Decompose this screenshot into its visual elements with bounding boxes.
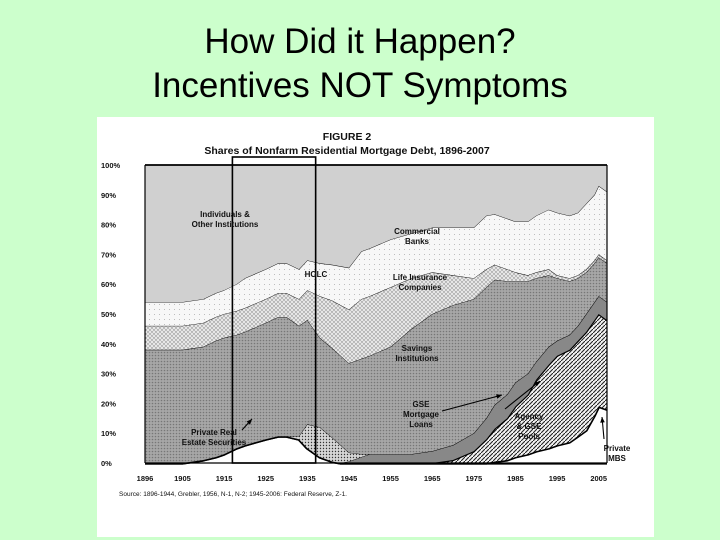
- label-commercial-banks: Commercial Banks: [394, 227, 440, 246]
- area-private-real-estate-securities: [145, 436, 607, 463]
- x-tick-label: 1955: [382, 474, 399, 483]
- x-tick-label: 1905: [174, 474, 191, 483]
- label-agency-gse-pools: Agency & GSE Pools: [515, 412, 544, 441]
- x-tick-labels: 1896 1905 1915 1925 1935 1945 1955 1965 1975 1985…: [137, 474, 607, 483]
- stacked-areas: [145, 164, 608, 465]
- arrow-gse-loans-head: [496, 394, 502, 399]
- area-commercial-banks: [145, 185, 607, 326]
- y-tick-label: 0%: [101, 459, 112, 468]
- y-tick-label: 70%: [101, 250, 116, 259]
- y-tick-label: 80%: [101, 221, 116, 230]
- area-savings-institutions: [145, 257, 607, 463]
- y-tick-label: 90%: [101, 191, 116, 200]
- arrow-private-mbs-head: [600, 417, 605, 423]
- figure-panel: FIGURE 2 Shares of Nonfarm Residential M…: [97, 117, 654, 537]
- slide-title: How Did it Happen? Incentives NOT Sympto…: [0, 20, 720, 108]
- y-tick-label: 40%: [101, 340, 116, 349]
- area-labels: Individuals & Other Institutions Commercia…: [182, 210, 631, 463]
- arrow-agency-pools-head: [534, 381, 540, 387]
- area-individuals-other-institutions: [145, 165, 607, 303]
- y-tick-labels: 0% 10% 20% 30% 40% 50% 60% 70% 80% 90% 100%: [101, 161, 121, 468]
- x-tick-label: 1995: [549, 474, 566, 483]
- label-private-mbs: Private MBS: [604, 444, 631, 463]
- arrow-agency-pools: [504, 380, 541, 410]
- y-tick-label: 60%: [101, 280, 116, 289]
- x-tick-label: 1925: [257, 474, 274, 483]
- label-private-real-estate-securities: Private Real Estate Securities: [182, 428, 247, 447]
- y-tick-label: 10%: [101, 429, 116, 438]
- label-gse-mortgage-loans: GSE Mortgage Loans: [403, 400, 440, 429]
- x-tick-label: 1896: [137, 474, 154, 483]
- figure-label: FIGURE 2: [323, 131, 372, 143]
- x-tick-label: 1975: [465, 474, 482, 483]
- x-tick-label: 1965: [424, 474, 441, 483]
- label-savings-institutions: Savings Institutions: [395, 344, 439, 363]
- y-tick-label: 30%: [101, 370, 116, 379]
- y-tick-label: 100%: [101, 161, 121, 170]
- slide-title-line-2: Incentives NOT Symptoms: [152, 66, 568, 105]
- area-gse-mortgage-loans: [145, 296, 607, 463]
- label-holc: HOLC: [305, 270, 328, 279]
- x-tick-label: 1945: [341, 474, 358, 483]
- x-tick-label: 1935: [299, 474, 316, 483]
- area-private-mbs: [145, 406, 607, 463]
- axes: [144, 165, 608, 464]
- y-tick-label: 50%: [101, 310, 116, 319]
- label-individuals-other-institutions: Individuals & Other Institutions: [192, 210, 259, 229]
- x-tick-label: 1915: [216, 474, 233, 483]
- x-tick-label: 2005: [590, 474, 607, 483]
- source-note: Source: 1896-1944, Grebler, 1956, N-1, N…: [119, 491, 347, 498]
- chart-subtitle: Shares of Nonfarm Residential Mortgage D…: [204, 145, 489, 157]
- area-life-insurance-companies: [145, 254, 607, 364]
- arrow-private-re-securities-head: [246, 419, 252, 425]
- label-life-insurance-companies: Life Insurance Companies: [393, 273, 448, 292]
- arrow-gse-loans: [441, 394, 503, 412]
- slide-title-line-1: How Did it Happen?: [204, 22, 516, 61]
- annotation-arrows: [241, 380, 605, 440]
- y-tick-label: 20%: [101, 399, 116, 408]
- x-tick-label: 1985: [507, 474, 524, 483]
- mortgage-debt-chart: FIGURE 2 Shares of Nonfarm Residential M…: [101, 131, 631, 498]
